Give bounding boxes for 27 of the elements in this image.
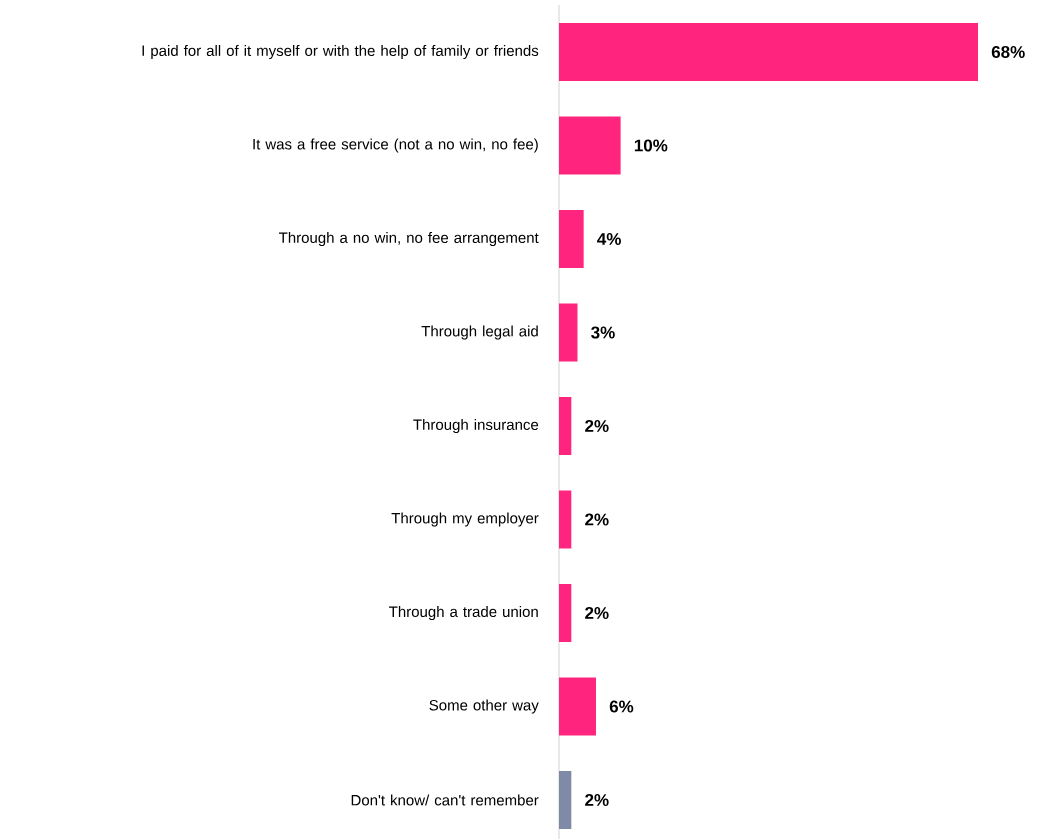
- bar: [559, 584, 572, 642]
- bar: [559, 490, 572, 549]
- bar: [559, 677, 596, 736]
- data-label: 4%: [597, 233, 621, 245]
- data-label: 6%: [609, 700, 634, 713]
- data-label: 10%: [634, 139, 668, 152]
- bar: [559, 23, 978, 81]
- data-label: 68%: [991, 45, 1025, 59]
- data-label: 2%: [585, 606, 609, 620]
- y-tick-label: It was a free service (not a no win, no fee): [253, 138, 538, 153]
- y-tick-label: Through insurance: [413, 419, 539, 433]
- y-tick-label: Some other way: [429, 699, 539, 714]
- bar: [559, 210, 584, 268]
- y-tick-label: Through a no win, no fee arrangement: [278, 231, 539, 246]
- y-tick-label: I paid for all of it myself or with the help of family or friends: [142, 44, 539, 59]
- y-tick-label: Through my employer: [391, 512, 539, 527]
- data-label: 2%: [585, 419, 609, 432]
- y-tick-label: Don't know/ can't remember: [351, 794, 539, 806]
- bar: [559, 116, 621, 175]
- bar: [559, 397, 572, 455]
- y-tick-label: Through legal aid: [421, 325, 538, 340]
- data-label: 3%: [591, 326, 615, 339]
- bar: [559, 771, 572, 829]
- y-tick-label: Through a trade union: [389, 606, 538, 620]
- bar: [559, 303, 578, 362]
- data-label: 2%: [585, 793, 609, 807]
- data-label: 2%: [585, 513, 609, 526]
